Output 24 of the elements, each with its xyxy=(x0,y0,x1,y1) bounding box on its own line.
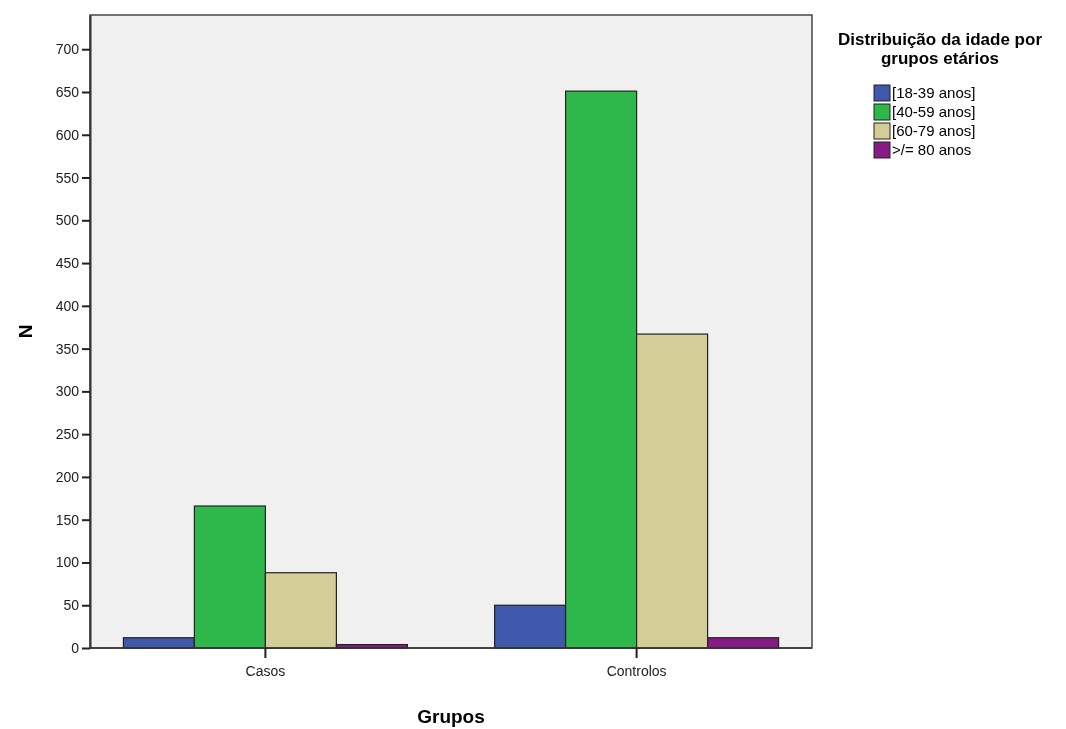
x-tick-label: Controlos xyxy=(606,663,667,680)
y-tick-label: 700 xyxy=(55,41,80,58)
y-tick-label: 200 xyxy=(55,468,80,485)
x-axis-title: Grupos xyxy=(417,706,485,727)
y-tick-label: 450 xyxy=(55,255,80,272)
y-tick-label: 100 xyxy=(55,554,80,571)
legend-label: [40-59 anos] xyxy=(892,103,976,120)
legend-label: >/= 80 anos xyxy=(892,141,972,158)
legend-label: [60-79 anos] xyxy=(892,122,976,139)
y-tick-label: 650 xyxy=(55,83,80,100)
legend-label: [18-39 anos] xyxy=(892,84,976,101)
y-tick-label: 550 xyxy=(55,169,80,186)
y-tick-label: 150 xyxy=(55,511,80,528)
y-tick-label: 600 xyxy=(55,126,80,143)
y-tick-label: 0 xyxy=(71,639,80,656)
y-tick-label: 400 xyxy=(55,297,80,314)
y-tick-label: 50 xyxy=(63,597,80,614)
y-tick-label: 350 xyxy=(55,340,80,357)
y-tick-label: 300 xyxy=(55,383,80,400)
y-tick-label: 250 xyxy=(55,426,80,443)
y-axis-title: N xyxy=(15,324,36,339)
x-tick-label: Casos xyxy=(245,663,286,680)
y-tick-label: 500 xyxy=(55,212,80,229)
legend-title: Distribuição da idade por grupos etários xyxy=(837,30,1043,68)
